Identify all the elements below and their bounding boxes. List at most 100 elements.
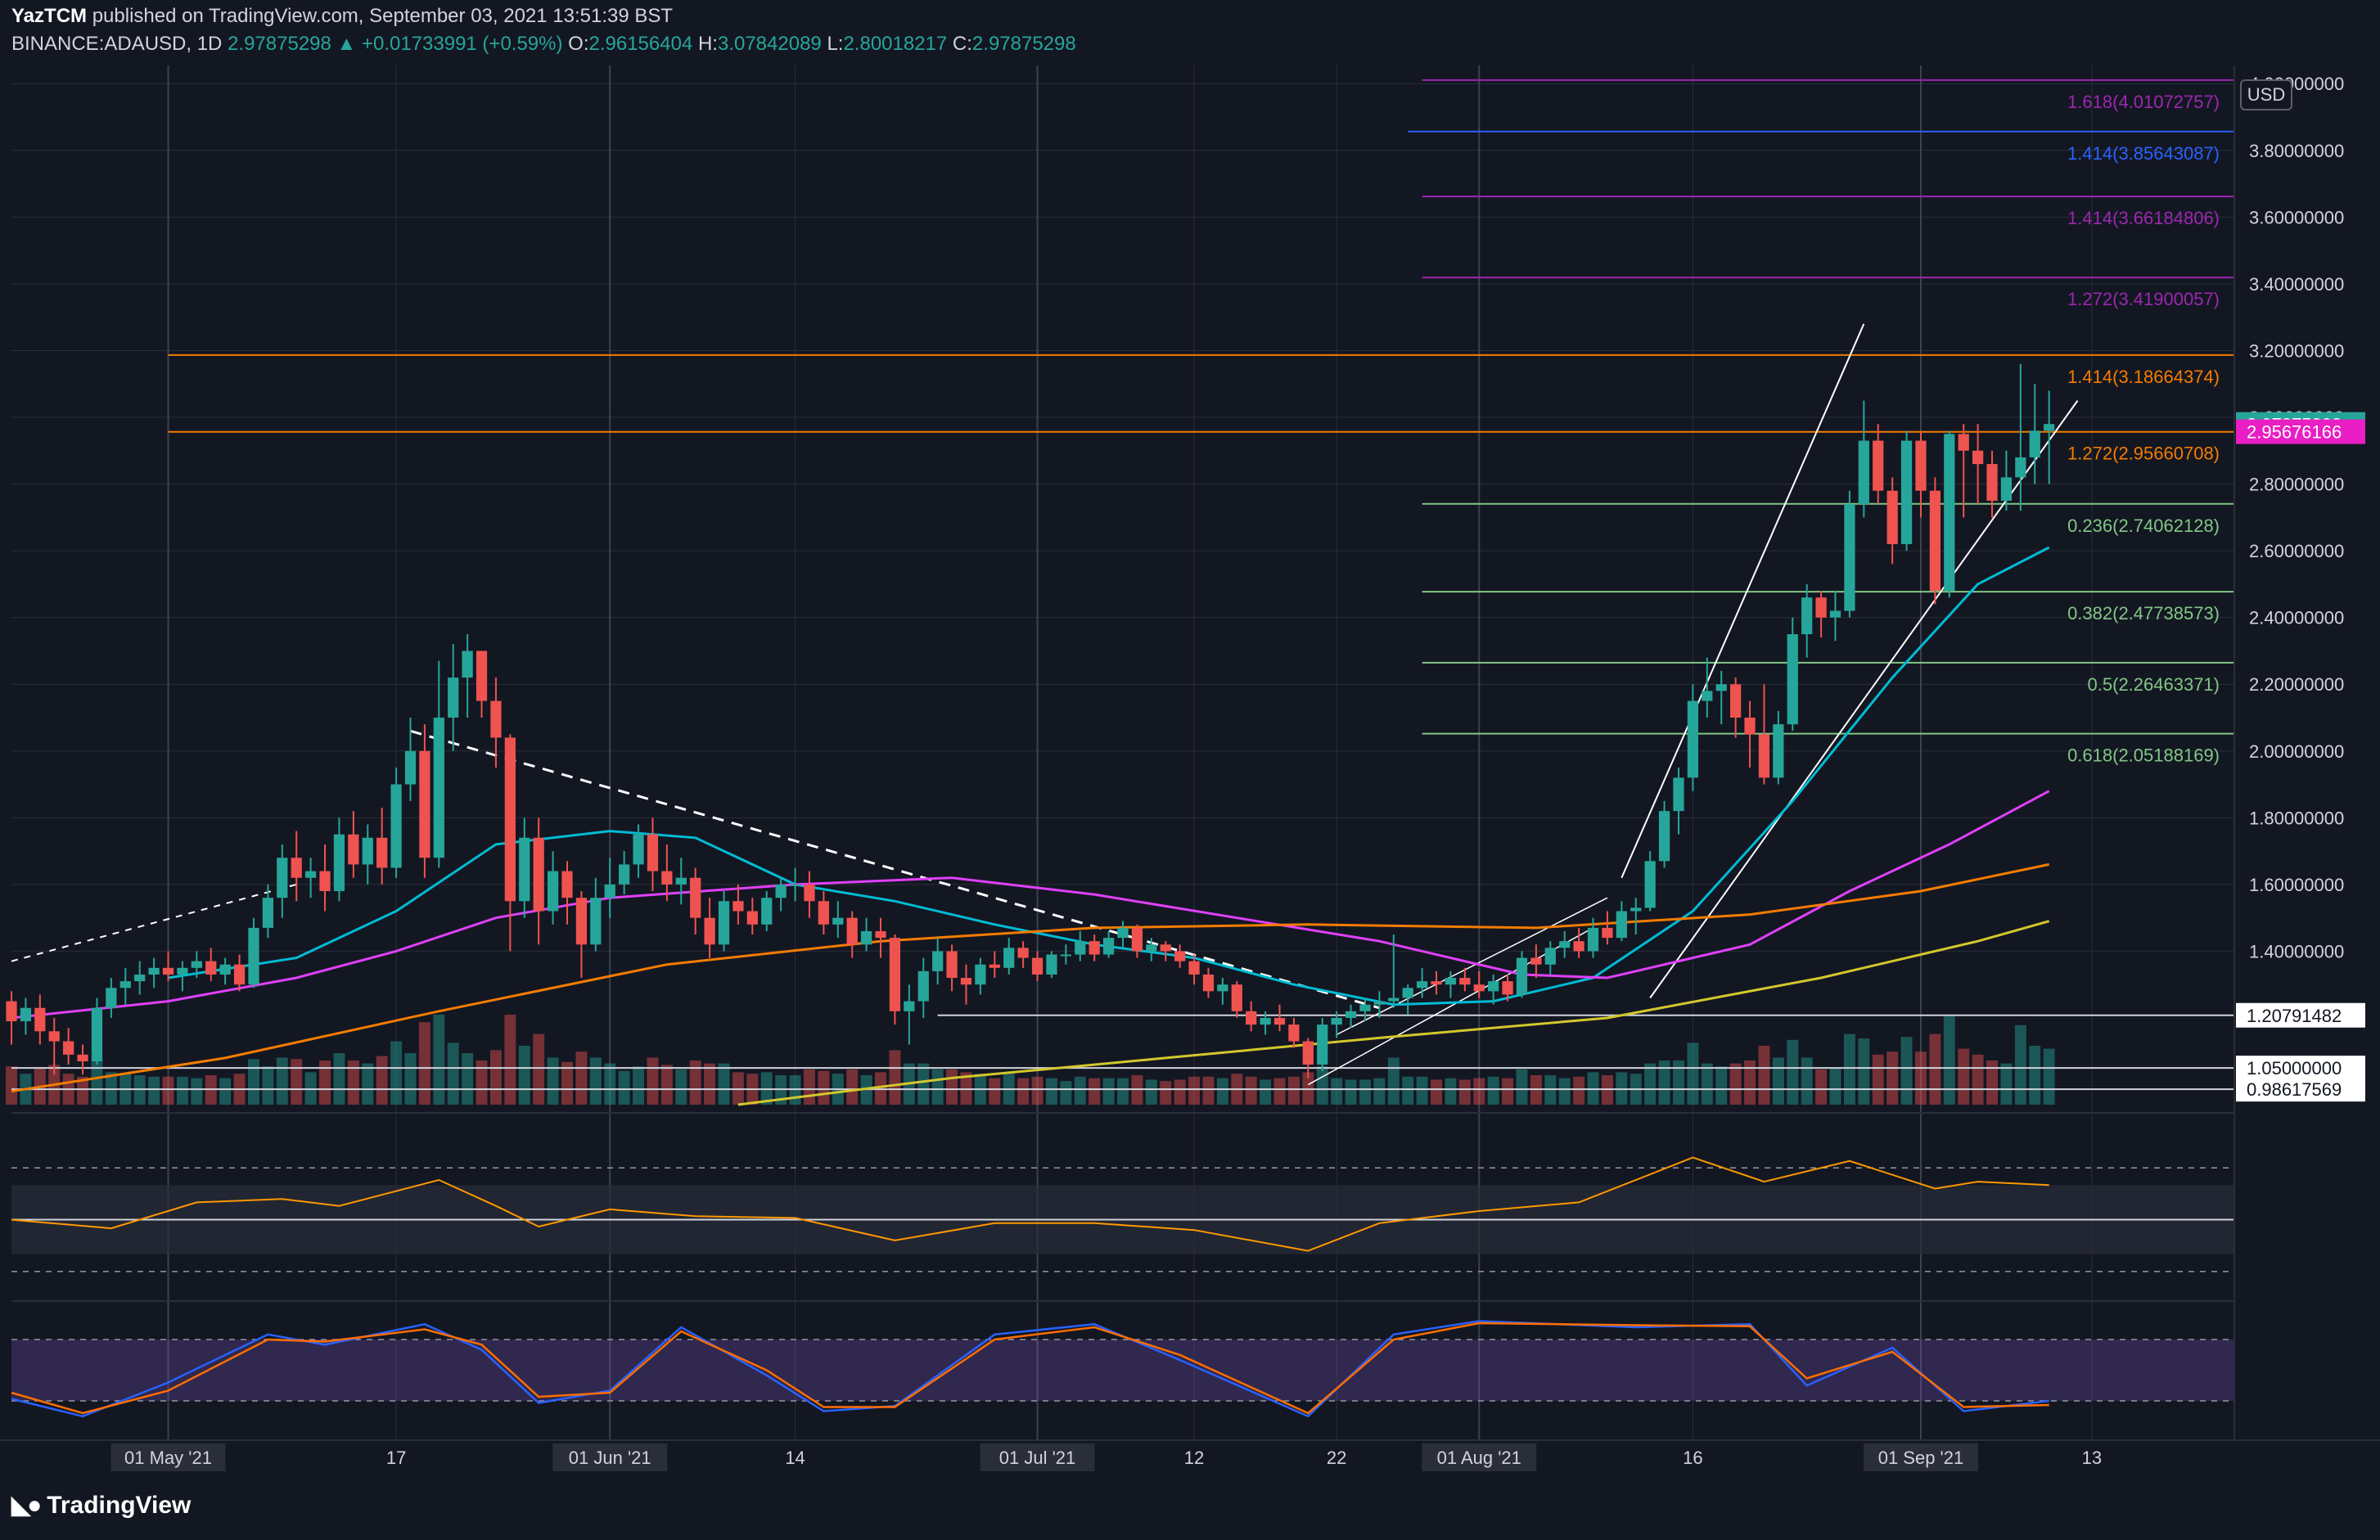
candle-body <box>575 898 588 945</box>
moving-average <box>11 790 2050 1020</box>
volume-bar <box>1829 1068 1841 1105</box>
volume-bar <box>1260 1079 1272 1105</box>
currency-badge: USD <box>2240 79 2292 110</box>
price-label: 0.98617569 <box>2247 1079 2342 1100</box>
candle-body <box>1317 1024 1328 1065</box>
volume-bar <box>660 1065 673 1105</box>
symbol-label[interactable]: BINANCE:ADAUSD, 1D <box>11 33 223 55</box>
volume-bar <box>1345 1079 1357 1105</box>
candle-body <box>718 901 730 945</box>
fib-label: 0.382(2.47738573) <box>2067 603 2220 624</box>
moving-average <box>737 920 2050 1106</box>
time-tick: 01 Sep '21 <box>1878 1448 1964 1468</box>
candle-body <box>134 974 146 982</box>
price-label-bg <box>2236 1056 2365 1081</box>
price-tick: 2.20000000 <box>2249 674 2344 695</box>
volume-bar <box>504 1015 516 1105</box>
candle-body <box>1373 1001 1386 1005</box>
candle-body <box>6 1001 17 1022</box>
candle-body <box>1744 717 1756 735</box>
candle-body <box>1217 984 1228 992</box>
volume-bar <box>148 1076 160 1105</box>
candle-body <box>419 750 430 858</box>
volume-bar <box>2000 1063 2013 1105</box>
price-axis: 1.40000000 1.60000000 1.80000000 2.00000000… <box>2234 65 2380 1440</box>
price-label: 1.05000000 <box>2247 1058 2342 1078</box>
candle-body <box>1715 684 1727 691</box>
price-chart[interactable]: 1.618(4.01072757) 1.414(3.85643087) 1.414(… <box>0 0 2380 1483</box>
candle-body <box>219 964 231 975</box>
candle-body <box>1630 907 1642 912</box>
volume-bar <box>248 1059 259 1105</box>
ohlc-legend: BINANCE:ADAUSD, 1D 2.97875298 ▲ +0.01733… <box>11 33 1076 56</box>
candle-body <box>875 930 886 939</box>
candle-body <box>1559 941 1571 948</box>
candle-body <box>1773 724 1784 778</box>
volume-bar <box>262 1066 274 1105</box>
candle-body <box>448 678 459 718</box>
volume-bar <box>2014 1024 2026 1105</box>
price-tick: 1.60000000 <box>2249 875 2344 895</box>
publisher-name[interactable]: YazTCM <box>11 5 88 27</box>
rsi-pane: 75.0050.0025.00 <box>11 1112 2305 1273</box>
candle-body <box>1858 440 1869 505</box>
volume-bar <box>561 1061 573 1105</box>
volume-bar <box>1502 1078 1514 1105</box>
trend-line <box>1620 323 1865 879</box>
volume-bar <box>1487 1076 1499 1105</box>
volume-bar <box>376 1056 388 1105</box>
volume-bar <box>1900 1037 1913 1105</box>
volume-bar <box>946 1069 958 1105</box>
candle-body <box>789 884 801 886</box>
volume-bar <box>804 1069 815 1105</box>
volume-bar <box>362 1063 374 1105</box>
volume-bar <box>2043 1048 2055 1105</box>
volume-bar <box>889 1050 901 1105</box>
candle-body <box>1331 1017 1342 1025</box>
candle-body <box>1801 597 1813 635</box>
volume-bar <box>1117 1078 1129 1105</box>
candle-body <box>1573 941 1584 952</box>
volume-bar <box>1687 1042 1699 1105</box>
fib-label: 1.414(3.85643087) <box>2067 143 2220 164</box>
candle-body <box>1972 450 1984 465</box>
low-value: 2.80018217 <box>843 33 948 55</box>
time-tick: 16 <box>1683 1448 1702 1468</box>
candle-body <box>946 951 958 979</box>
candle-body <box>1231 984 1242 1011</box>
candle-body <box>433 717 444 858</box>
volume-bar <box>675 1069 687 1105</box>
candle-body <box>1644 861 1656 908</box>
volume-bar <box>1758 1046 1770 1105</box>
volume-bar <box>1331 1078 1343 1105</box>
candle-body <box>319 871 331 892</box>
candle-body <box>1302 1041 1314 1065</box>
price-tick: 2.80000000 <box>2249 475 2344 495</box>
tradingview-logo[interactable]: ◣● TradingView <box>11 1491 191 1520</box>
volume-bar <box>1929 1033 1941 1105</box>
candle-body <box>846 917 858 945</box>
candle-body <box>1288 1024 1300 1042</box>
volume-bar <box>1074 1076 1086 1105</box>
candle-body <box>119 981 131 988</box>
volume-bar <box>1387 1057 1400 1105</box>
close-label: C: <box>952 33 972 55</box>
candle-body <box>547 871 559 912</box>
published-text: published on TradingView.com, September … <box>92 5 674 27</box>
volume-bar <box>1815 1069 1828 1105</box>
candle-body <box>1202 974 1215 992</box>
candle-body <box>177 967 188 975</box>
volume-bar <box>1102 1078 1115 1105</box>
usd-badge[interactable] <box>2240 79 2292 110</box>
usd-label: USD <box>2247 84 2285 105</box>
tv-logo-icon: ◣● <box>11 1492 42 1519</box>
candle-body <box>106 988 117 1008</box>
price-tick: 3.40000000 <box>2249 274 2344 295</box>
fib-label: 1.414(3.18664374) <box>2067 367 2220 387</box>
price-tick: 2.40000000 <box>2249 608 2344 628</box>
candle-body <box>2015 457 2026 478</box>
volume-bar <box>333 1053 345 1105</box>
candle-body <box>48 1031 60 1042</box>
candle-body <box>832 917 844 925</box>
volume-bar <box>547 1057 559 1105</box>
